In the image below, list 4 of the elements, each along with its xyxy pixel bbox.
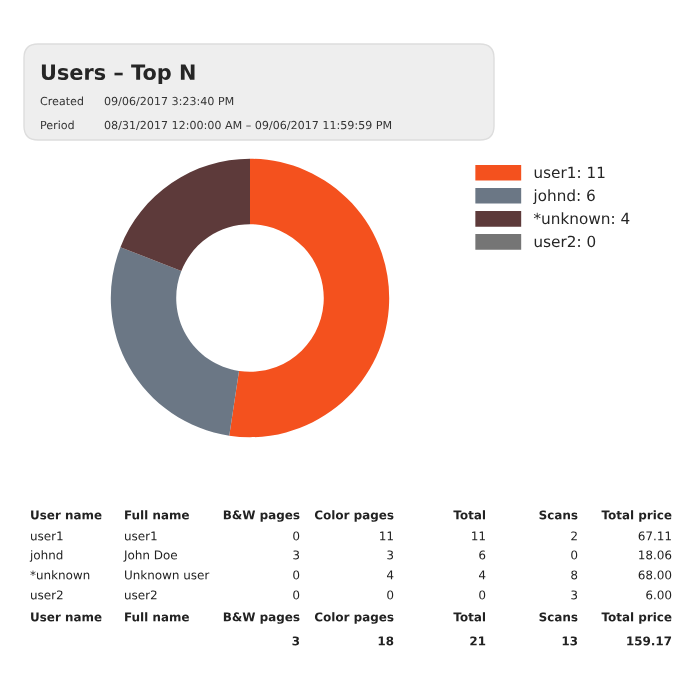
chart-title: Users – Top N bbox=[41, 64, 195, 85]
donut-slice bbox=[229, 158, 390, 438]
donut-slice bbox=[110, 247, 239, 436]
donut-slice bbox=[120, 158, 250, 272]
